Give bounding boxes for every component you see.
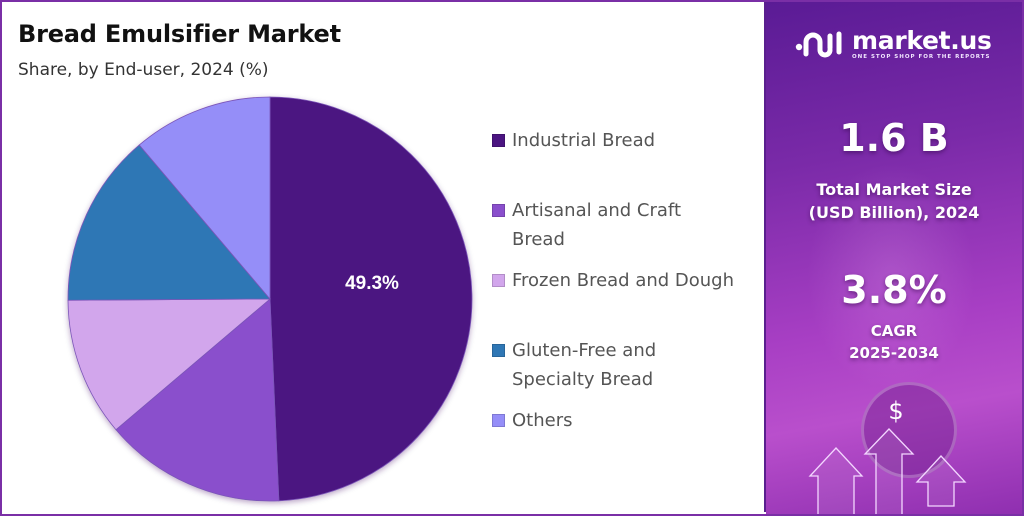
legend-item-artisanal-craft-bread: Artisanal and Craft Bread bbox=[492, 196, 692, 254]
legend-item-gluten-free-specialty-bread: Gluten-Free and Specialty Bread bbox=[492, 336, 692, 394]
stats-panel: market.us ONE STOP SHOP FOR THE REPORTS … bbox=[766, 2, 1022, 514]
chart-subtitle: Share, by End-user, 2024 (%) bbox=[18, 60, 269, 80]
pie-slice-industrial-bread bbox=[269, 96, 473, 502]
legend-item-others: Others bbox=[492, 406, 762, 435]
market-size-label-line2: (USD Billion), 2024 bbox=[808, 203, 980, 222]
dollar-icon: $ bbox=[888, 397, 903, 425]
chart-title: Bread Emulsifier Market bbox=[18, 20, 341, 48]
cagr-value: 3.8% bbox=[841, 268, 947, 312]
market-size-value: 1.6 B bbox=[839, 116, 949, 160]
pie-slice-gluten-free-and-specialty-bread bbox=[67, 144, 271, 301]
cagr-period: 2025-2034 bbox=[849, 344, 939, 362]
pie-data-label: 49.3% bbox=[345, 273, 399, 294]
brand-tagline: ONE STOP SHOP FOR THE REPORTS bbox=[852, 54, 991, 60]
legend-label: Frozen Bread and Dough bbox=[512, 270, 735, 291]
legend-swatch bbox=[492, 134, 505, 147]
coin-decoration bbox=[861, 382, 957, 478]
legend-swatch bbox=[492, 204, 505, 217]
pie-slice-artisanal-and-craft-bread bbox=[115, 298, 280, 502]
market-size-label-line1: Total Market Size bbox=[816, 180, 972, 199]
chart-panel: Bread Emulsifier Market Share, by End-us… bbox=[2, 2, 766, 512]
pie-slice-frozen-bread-and-dough bbox=[67, 298, 272, 431]
legend-label: Gluten-Free and Specialty Bread bbox=[512, 340, 657, 390]
legend-swatch bbox=[492, 344, 505, 357]
legend-label: Industrial Bread bbox=[512, 130, 656, 151]
legend-swatch bbox=[492, 274, 505, 287]
background-glow bbox=[806, 162, 976, 392]
legend-swatch bbox=[492, 414, 505, 427]
legend-label: Artisanal and Craft Bread bbox=[512, 200, 682, 250]
legend-label: Others bbox=[512, 410, 573, 431]
legend-item-frozen-bread-dough: Frozen Bread and Dough bbox=[492, 266, 762, 295]
brand-logo: market.us ONE STOP SHOP FOR THE REPORTS bbox=[794, 28, 992, 62]
legend-item-industrial-bread: Industrial Bread bbox=[492, 126, 762, 155]
growth-arrows-icon: $ bbox=[808, 397, 967, 514]
pie-slice-others bbox=[138, 96, 271, 301]
pie-chart: 49.3% bbox=[67, 96, 473, 502]
pie-slices bbox=[67, 96, 473, 502]
brand-name: market.us bbox=[852, 26, 992, 55]
market-us-logo-icon bbox=[795, 31, 842, 58]
cagr-label: CAGR bbox=[870, 322, 918, 340]
